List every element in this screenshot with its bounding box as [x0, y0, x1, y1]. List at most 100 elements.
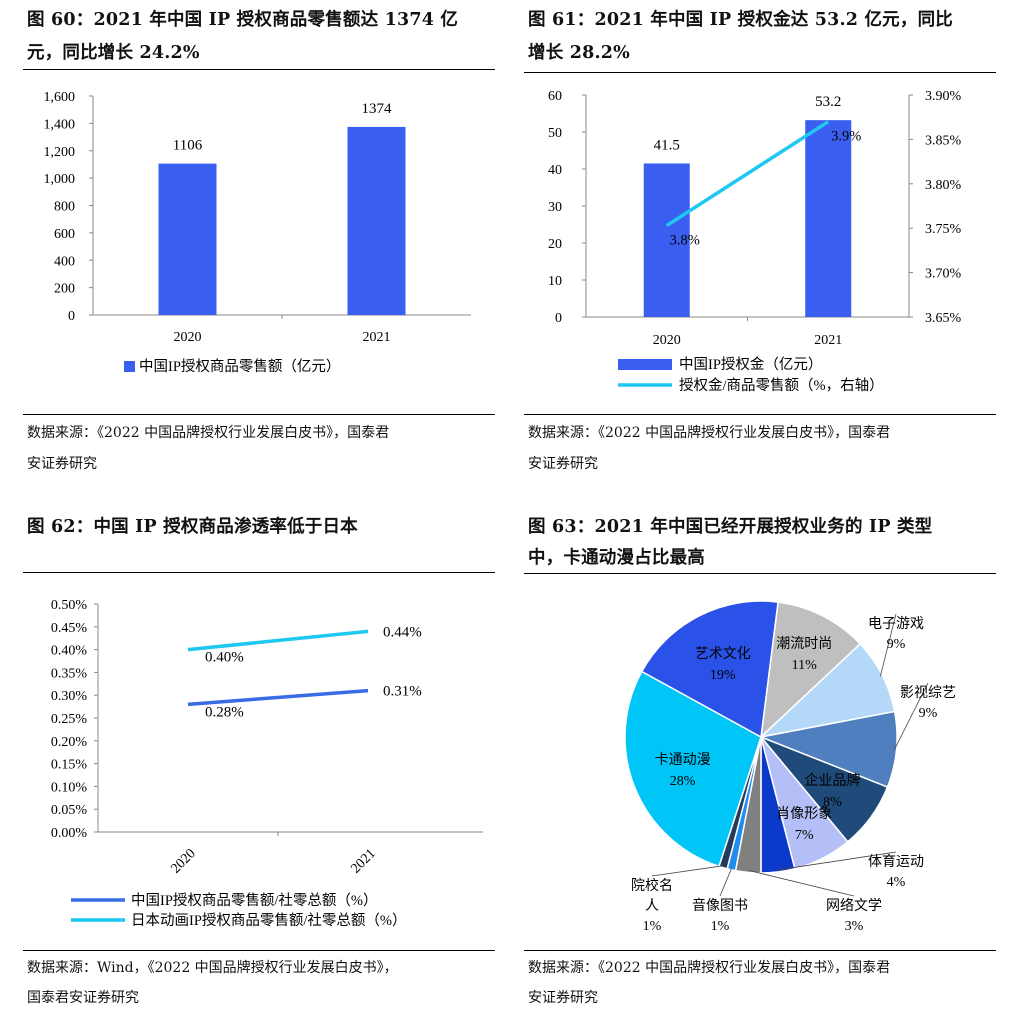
- pie-label-value-0: 11%: [792, 658, 817, 673]
- y-tick-label: 0.40%: [51, 644, 88, 659]
- panel-figure-62: 图 62：中国 IP 授权商品渗透率低于日本 0.00% 0.05% 0.10% 0.…: [23, 505, 495, 1015]
- y-tick-label: 600: [54, 227, 75, 242]
- figure-63-source-line1: 数据来源：《2022 中国品牌授权行业发展白皮书》，国泰君: [528, 960, 891, 976]
- legend-label-bar: 中国IP授权金（亿元）: [679, 356, 822, 373]
- y-tick-label: 0: [555, 311, 562, 326]
- series-0-label-1: 0.31%: [383, 684, 422, 700]
- legend-label: 中国IP授权商品零售额（亿元）: [139, 358, 340, 375]
- y-tick-label: 60: [548, 89, 562, 104]
- figure-63-title-line1: 图 63：2021 年中国已经开展授权业务的 IP 类型: [528, 517, 933, 537]
- legend-label-line: 授权金/商品零售额（%，右轴）: [679, 377, 884, 394]
- x-tick-label-2021: 2021: [814, 333, 842, 348]
- pie-leader-2: [894, 682, 929, 750]
- chart-ip-retail-sales: 0 200 400 600 800 1,000 1,200 1,400 1,600 1106 202…: [44, 90, 471, 375]
- y-tick-label: 400: [54, 254, 75, 269]
- x-tick-label-2020: 2020: [653, 333, 681, 348]
- figure-63-title-line2: 中，卡通动漫占比最高: [528, 548, 705, 568]
- figure-60-bottom-rule: [23, 414, 495, 415]
- pie-label-value-4: 7%: [795, 828, 814, 843]
- y-tick-label: 1,400: [44, 117, 76, 132]
- legend-label-1: 日本动画IP授权商品零售额/社零总额（%）: [131, 912, 407, 929]
- pie-label-name-7: 音像图书: [692, 897, 748, 914]
- figure-61-title-line2: 增长 28.2%: [528, 43, 630, 63]
- pie-label-value-9: 28%: [670, 774, 696, 789]
- x-tick-label-2020: 2020: [174, 330, 202, 345]
- y-tick-label: 0.50%: [51, 598, 88, 613]
- pie-label-name-5: 体育运动: [868, 854, 924, 870]
- series-line-1: [187, 629, 369, 652]
- pie-label-value-10: 19%: [710, 668, 736, 683]
- figure-60-title-line2: 元，同比增长 24.2%: [27, 43, 200, 63]
- y-tick-label: 200: [54, 282, 75, 297]
- x-tick-label-2021: 2021: [363, 330, 391, 345]
- pie-label-name-0: 潮流时尚: [776, 636, 832, 652]
- pie-label-value-8: 1%: [643, 919, 662, 934]
- figure-62-source-line1: 数据来源：Wind，《2022 中国品牌授权行业发展白皮书》，: [27, 960, 398, 976]
- pie-label-name-2: 影视综艺: [900, 685, 956, 701]
- legend-swatch: [124, 361, 135, 372]
- bar-2020: [158, 163, 217, 315]
- series-0-label-0: 0.28%: [205, 704, 244, 720]
- y-tick-label: 20: [548, 237, 562, 252]
- y-tick-label: 50: [548, 126, 562, 141]
- data-label-2020: 1106: [173, 138, 203, 154]
- figure-63-top-rule: [524, 573, 996, 574]
- y2-tick-label: 3.75%: [925, 222, 962, 237]
- bar-label-2021: 53.2: [815, 94, 841, 110]
- y-tick-label: 10: [548, 274, 562, 289]
- pie-label-value-6: 3%: [845, 919, 864, 934]
- pie-label-name-3: 企业品牌: [805, 772, 861, 789]
- figure-61-title-line1: 图 61：2021 年中国 IP 授权金达 53.2 亿元，同比: [528, 10, 953, 30]
- pie-label-name-10: 艺术文化: [695, 646, 751, 662]
- figure-60-title-line1: 图 60：2021 年中国 IP 授权商品零售额达 1374 亿: [27, 10, 459, 30]
- figure-62-bottom-rule: [23, 950, 495, 951]
- figure-60-source-line2: 安证券研究: [27, 456, 97, 472]
- y-tick-label: 0.00%: [51, 826, 88, 841]
- pie-leader-1: [880, 613, 897, 677]
- y-tick-label: 0.05%: [51, 803, 88, 818]
- y2-tick-label: 3.90%: [925, 89, 962, 104]
- pie-leader-6: [748, 870, 855, 897]
- pie-label-name-4: 肖像形象: [776, 806, 832, 822]
- pie-slice-10: [640, 600, 779, 739]
- y-tick-label: 30: [548, 200, 562, 215]
- figure-60-top-rule: [23, 69, 495, 70]
- pie-leader-7: [719, 867, 733, 897]
- y-tick-label: 0.10%: [51, 780, 88, 795]
- panel-figure-60: 图 60：2021 年中国 IP 授权商品零售额达 1374 亿 元，同比增长 …: [23, 0, 495, 480]
- figure-61-source-line2: 安证券研究: [528, 456, 598, 472]
- y-tick-label: 800: [54, 200, 75, 215]
- pie-label-value-2: 9%: [919, 706, 938, 721]
- y2-tick-label: 3.65%: [925, 311, 962, 326]
- pie-leader-5: [777, 851, 897, 871]
- y-tick-label: 0.45%: [51, 621, 88, 636]
- series-line-0: [187, 688, 369, 707]
- y-tick-label: 1,000: [44, 172, 76, 187]
- pie-label-name-8: 院校名: [631, 877, 673, 894]
- figure-60-source-line1: 数据来源：《2022 中国品牌授权行业发展白皮书》，国泰君: [27, 425, 390, 441]
- y-tick-label: 0.25%: [51, 712, 88, 727]
- line-ratio: [665, 120, 830, 228]
- x-tick-label-2021: 2021: [348, 846, 378, 876]
- line-label-2021: 3.9%: [831, 129, 861, 145]
- pie-label-name-8-b: 人: [645, 898, 659, 914]
- figure-61-top-rule: [524, 72, 996, 73]
- bar-2021: [805, 120, 852, 317]
- figure-63-source-line2: 安证券研究: [528, 990, 598, 1006]
- y-tick-label: 0.30%: [51, 689, 88, 704]
- figure-63-bottom-rule: [524, 950, 996, 951]
- y-tick-label: 0.20%: [51, 735, 88, 750]
- pie-label-name-9: 卡通动漫: [655, 752, 711, 768]
- pie-label-value-3: 8%: [823, 795, 842, 810]
- pie-label-name-6: 网络文学: [826, 898, 882, 914]
- y-tick-label: 0.35%: [51, 666, 88, 681]
- pie-leader-8: [651, 865, 724, 877]
- legend-swatch-bar: [618, 359, 672, 370]
- y-tick-label: 40: [548, 163, 562, 178]
- figure-61-bottom-rule: [524, 414, 996, 415]
- legend-label-0: 中国IP授权商品零售额/社零总额（%）: [131, 892, 378, 909]
- y-tick-label: 0: [68, 309, 75, 324]
- panel-figure-63: 图 63：2021 年中国已经开展授权业务的 IP 类型 中，卡通动漫占比最高 …: [524, 505, 996, 1015]
- bar-label-2020: 41.5: [654, 137, 680, 153]
- pie-label-value-7: 1%: [711, 919, 730, 934]
